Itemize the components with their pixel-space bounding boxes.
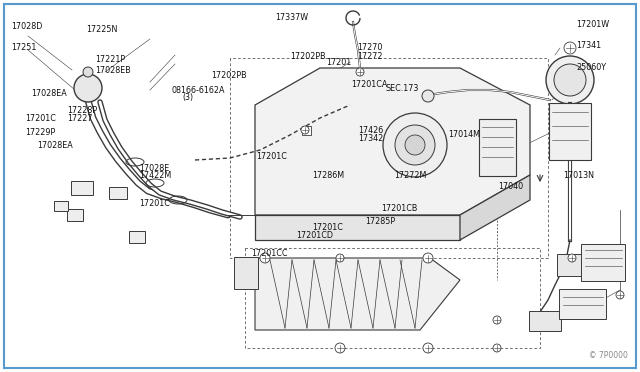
- Text: 17028EB: 17028EB: [95, 66, 131, 75]
- Text: 17272M: 17272M: [394, 171, 427, 180]
- Circle shape: [554, 64, 586, 96]
- Text: 17225N: 17225N: [86, 25, 118, 34]
- Text: (3): (3): [182, 93, 193, 102]
- Text: 17201W: 17201W: [576, 20, 609, 29]
- Text: 17040: 17040: [498, 182, 523, 191]
- Text: 17201C: 17201C: [256, 153, 287, 161]
- Text: 17202PB: 17202PB: [211, 71, 247, 80]
- Text: 17342: 17342: [358, 134, 383, 143]
- Text: 17337W: 17337W: [275, 13, 308, 22]
- FancyBboxPatch shape: [67, 209, 83, 221]
- FancyBboxPatch shape: [234, 257, 258, 289]
- Text: 17228P: 17228P: [67, 106, 97, 115]
- Text: 17221P: 17221P: [95, 55, 125, 64]
- Circle shape: [616, 291, 624, 299]
- Text: 25060Y: 25060Y: [576, 63, 606, 72]
- Circle shape: [493, 344, 501, 352]
- Text: 17014M: 17014M: [448, 130, 480, 139]
- Circle shape: [493, 316, 501, 324]
- Polygon shape: [460, 175, 530, 240]
- Text: 08166-6162A: 08166-6162A: [172, 86, 225, 94]
- FancyBboxPatch shape: [581, 244, 625, 281]
- FancyBboxPatch shape: [529, 311, 561, 331]
- Circle shape: [301, 126, 309, 134]
- Text: 17028EA: 17028EA: [37, 141, 73, 150]
- Text: 17028E: 17028E: [140, 164, 170, 173]
- Text: © 7P0000: © 7P0000: [589, 351, 628, 360]
- FancyBboxPatch shape: [301, 125, 310, 135]
- Circle shape: [83, 67, 93, 77]
- Text: 17286M: 17286M: [312, 171, 344, 180]
- Circle shape: [356, 68, 364, 76]
- Text: 17285P: 17285P: [365, 217, 395, 226]
- Text: 17013N: 17013N: [563, 171, 594, 180]
- Text: 17028EA: 17028EA: [31, 89, 67, 98]
- Text: 17201C: 17201C: [140, 199, 170, 208]
- Text: 17201C: 17201C: [26, 114, 56, 123]
- Text: 17201CD: 17201CD: [296, 231, 333, 240]
- Text: 17201C: 17201C: [312, 223, 343, 232]
- Circle shape: [568, 254, 576, 262]
- FancyBboxPatch shape: [479, 119, 516, 176]
- FancyBboxPatch shape: [129, 231, 145, 243]
- Polygon shape: [255, 215, 460, 240]
- Text: 17272: 17272: [357, 52, 383, 61]
- Circle shape: [423, 343, 433, 353]
- FancyBboxPatch shape: [549, 103, 591, 160]
- Text: 17201: 17201: [326, 58, 351, 67]
- Text: 17202PB: 17202PB: [290, 52, 326, 61]
- FancyBboxPatch shape: [71, 181, 93, 195]
- Circle shape: [335, 343, 345, 353]
- Text: SEC.173: SEC.173: [385, 84, 419, 93]
- Text: 17426: 17426: [358, 126, 383, 135]
- Text: 17251: 17251: [12, 43, 37, 52]
- Text: 17201CA: 17201CA: [351, 80, 387, 89]
- Polygon shape: [255, 68, 530, 215]
- Circle shape: [260, 253, 270, 263]
- Text: 17028D: 17028D: [12, 22, 43, 31]
- Text: 17201CB: 17201CB: [381, 204, 417, 213]
- Circle shape: [74, 74, 102, 102]
- Text: 17422M: 17422M: [140, 171, 172, 180]
- Text: 17270: 17270: [357, 43, 383, 52]
- Polygon shape: [255, 258, 460, 330]
- Circle shape: [336, 254, 344, 262]
- Circle shape: [383, 113, 447, 177]
- FancyBboxPatch shape: [557, 254, 587, 276]
- Text: 17227: 17227: [67, 114, 93, 123]
- FancyBboxPatch shape: [54, 201, 68, 211]
- Circle shape: [423, 253, 433, 263]
- Circle shape: [395, 125, 435, 165]
- Circle shape: [405, 135, 425, 155]
- Text: 17201CC: 17201CC: [251, 249, 287, 258]
- FancyBboxPatch shape: [109, 187, 127, 199]
- Circle shape: [564, 42, 576, 54]
- FancyBboxPatch shape: [559, 289, 606, 319]
- Text: 17229P: 17229P: [26, 128, 56, 137]
- Circle shape: [546, 56, 594, 104]
- Circle shape: [422, 90, 434, 102]
- Text: 17341: 17341: [576, 41, 601, 50]
